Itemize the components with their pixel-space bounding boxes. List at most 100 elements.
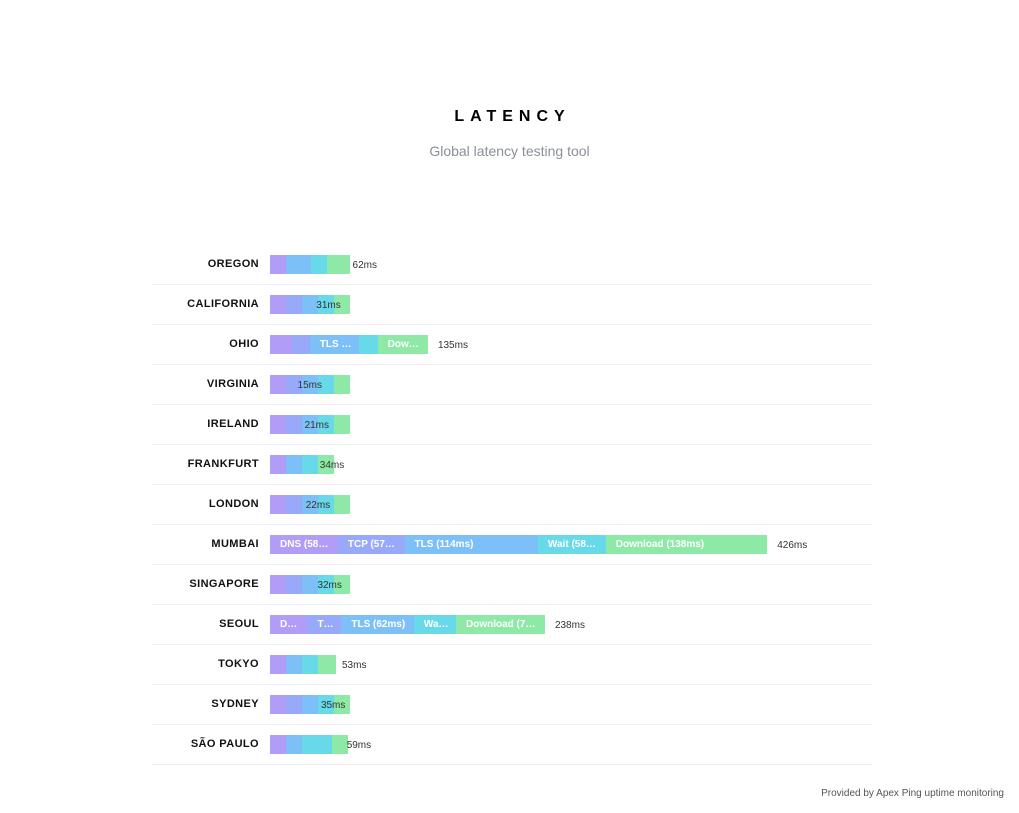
bar-segment-wait[interactable] xyxy=(310,255,327,274)
bar-segment-tls[interactable]: TLS (42ms) xyxy=(309,335,359,354)
bar-segment-tcp[interactable]: TCP (57ms) xyxy=(337,535,405,554)
bar-segment-download[interactable]: Download (138ms) xyxy=(605,535,768,554)
region-row: OHIO TLS (42ms) Download (43ms) 135ms xyxy=(152,325,872,365)
latency-bar[interactable] xyxy=(270,455,334,474)
bar-segment-tls[interactable] xyxy=(286,455,302,474)
bar-segment-dns[interactable] xyxy=(270,335,293,354)
bar-segment-download[interactable]: Download (43ms) xyxy=(377,335,428,354)
latency-bar[interactable]: DNS (58ms) TCP (57ms) TLS (114ms) Wait (58m… xyxy=(270,535,768,554)
region-row: CALIFORNIA 31ms xyxy=(152,285,872,325)
total-latency-label: 62ms xyxy=(352,260,377,271)
bar-segment-dns[interactable] xyxy=(270,655,286,674)
bar-segment-dns[interactable]: DNS (58ms) xyxy=(270,535,338,554)
bar-segment-dns[interactable]: DNS (32ms) xyxy=(270,615,308,634)
bar-segment-download[interactable] xyxy=(334,575,350,594)
latency-bar[interactable] xyxy=(270,255,350,274)
bar-segment-dns[interactable] xyxy=(270,295,286,314)
latency-bar[interactable] xyxy=(270,495,350,514)
region-row: SEOUL DNS (32ms)TCP (29ms)TLS (62ms)Wait … xyxy=(152,605,872,645)
bar-segment-tls[interactable] xyxy=(302,415,318,434)
region-label: SEOUL xyxy=(219,618,259,630)
bar-segment-tcp[interactable] xyxy=(292,335,310,354)
region-row: SYDNEY 35ms xyxy=(152,685,872,725)
bar-segment-wait[interactable] xyxy=(318,495,334,514)
bar-segment-wait[interactable] xyxy=(302,655,319,674)
region-row: SINGAPORE 32ms xyxy=(152,565,872,605)
bar-segment-download[interactable] xyxy=(334,375,350,394)
region-label: TOKYO xyxy=(218,658,259,670)
bar-segment-download[interactable] xyxy=(334,295,350,314)
bar-segment-download[interactable] xyxy=(332,735,349,754)
latency-bar[interactable] xyxy=(270,695,350,714)
bar-segment-tls[interactable]: TLS (62ms) xyxy=(341,615,414,634)
latency-bar[interactable]: TLS (42ms) Download (43ms) xyxy=(270,335,428,354)
region-label: CALIFORNIA xyxy=(187,298,259,310)
latency-bar[interactable]: DNS (32ms)TCP (29ms)TLS (62ms)Wait (36ms… xyxy=(270,615,545,634)
bar-segment-dns[interactable] xyxy=(270,495,286,514)
bar-segment-tls[interactable] xyxy=(286,735,302,754)
total-latency-label: 59ms xyxy=(346,740,372,751)
region-row: VIRGINIA 15ms xyxy=(152,365,872,405)
total-latency-label: 34ms xyxy=(319,460,345,471)
latency-bar[interactable] xyxy=(270,415,350,434)
bar-segment-wait[interactable] xyxy=(358,335,378,354)
bar-segment-wait[interactable] xyxy=(318,575,334,594)
bar-segment-dns[interactable] xyxy=(270,695,286,714)
bar-segment-dns[interactable] xyxy=(270,455,286,474)
region-row: IRELAND 21ms xyxy=(152,405,872,445)
bar-segment-wait[interactable]: Wait (36ms) xyxy=(413,615,456,634)
bar-segment-tls[interactable] xyxy=(286,255,311,274)
bar-segment-tcp[interactable] xyxy=(286,415,302,434)
region-row: SÃO PAULO 59ms xyxy=(152,725,872,765)
region-label: SINGAPORE xyxy=(189,578,259,590)
bar-segment-tcp[interactable] xyxy=(286,495,302,514)
bar-segment-tls[interactable] xyxy=(302,695,318,714)
region-row: MUMBAI DNS (58ms) TCP (57ms) TLS (114ms) Wai… xyxy=(152,525,872,565)
bar-segment-tls[interactable] xyxy=(302,295,318,314)
bar-segment-tcp[interactable] xyxy=(286,375,302,394)
region-label: VIRGINIA xyxy=(206,378,259,390)
bar-segment-download[interactable] xyxy=(318,655,336,674)
bar-segment-download[interactable] xyxy=(334,695,350,714)
bar-segment-wait[interactable] xyxy=(302,735,333,754)
region-label: SÃO PAULO xyxy=(190,738,259,750)
latency-bar[interactable] xyxy=(270,375,350,394)
latency-bar[interactable] xyxy=(270,575,350,594)
region-row: OREGON 62ms xyxy=(152,245,872,285)
bar-segment-tcp[interactable] xyxy=(286,295,302,314)
latency-bar[interactable] xyxy=(270,735,349,754)
bar-segment-wait[interactable] xyxy=(318,415,334,434)
region-row: FRANKFURT 34ms xyxy=(152,445,872,485)
region-label: MUMBAI xyxy=(211,538,259,550)
latency-bar[interactable] xyxy=(270,655,336,674)
bar-segment-dns[interactable] xyxy=(270,415,286,434)
bar-segment-wait[interactable] xyxy=(318,375,334,394)
region-row: LONDON 22ms xyxy=(152,485,872,525)
bar-segment-tcp[interactable]: TCP (29ms) xyxy=(307,615,342,634)
bar-segment-wait[interactable] xyxy=(318,295,334,314)
bar-segment-wait[interactable] xyxy=(302,455,318,474)
footer-credit[interactable]: Provided by Apex Ping uptime monitoring xyxy=(821,788,1004,799)
bar-segment-tcp[interactable] xyxy=(286,695,302,714)
region-label: OHIO xyxy=(229,338,259,350)
bar-segment-tls[interactable] xyxy=(302,575,318,594)
bar-segment-download[interactable] xyxy=(334,495,350,514)
bar-segment-dns[interactable] xyxy=(270,735,286,754)
bar-segment-wait[interactable] xyxy=(318,695,334,714)
bar-segment-dns[interactable] xyxy=(270,255,286,274)
bar-segment-dns[interactable] xyxy=(270,575,286,594)
bar-segment-tls[interactable] xyxy=(286,655,303,674)
bar-segment-tls[interactable] xyxy=(302,375,318,394)
total-latency-label: 15ms xyxy=(297,380,322,391)
bar-segment-wait[interactable]: Wait (58ms) xyxy=(537,535,606,554)
bar-segment-download[interactable] xyxy=(326,255,350,274)
bar-segment-download[interactable]: Download (76ms) xyxy=(456,615,545,634)
bar-segment-download[interactable] xyxy=(318,455,334,474)
bar-segment-tls[interactable]: TLS (114ms) xyxy=(404,535,538,554)
bar-segment-tcp[interactable] xyxy=(286,575,302,594)
bar-segment-tls[interactable] xyxy=(302,495,318,514)
region-label: IRELAND xyxy=(207,418,259,430)
bar-segment-download[interactable] xyxy=(334,415,350,434)
bar-segment-dns[interactable] xyxy=(270,375,286,394)
latency-bar[interactable] xyxy=(270,295,350,314)
